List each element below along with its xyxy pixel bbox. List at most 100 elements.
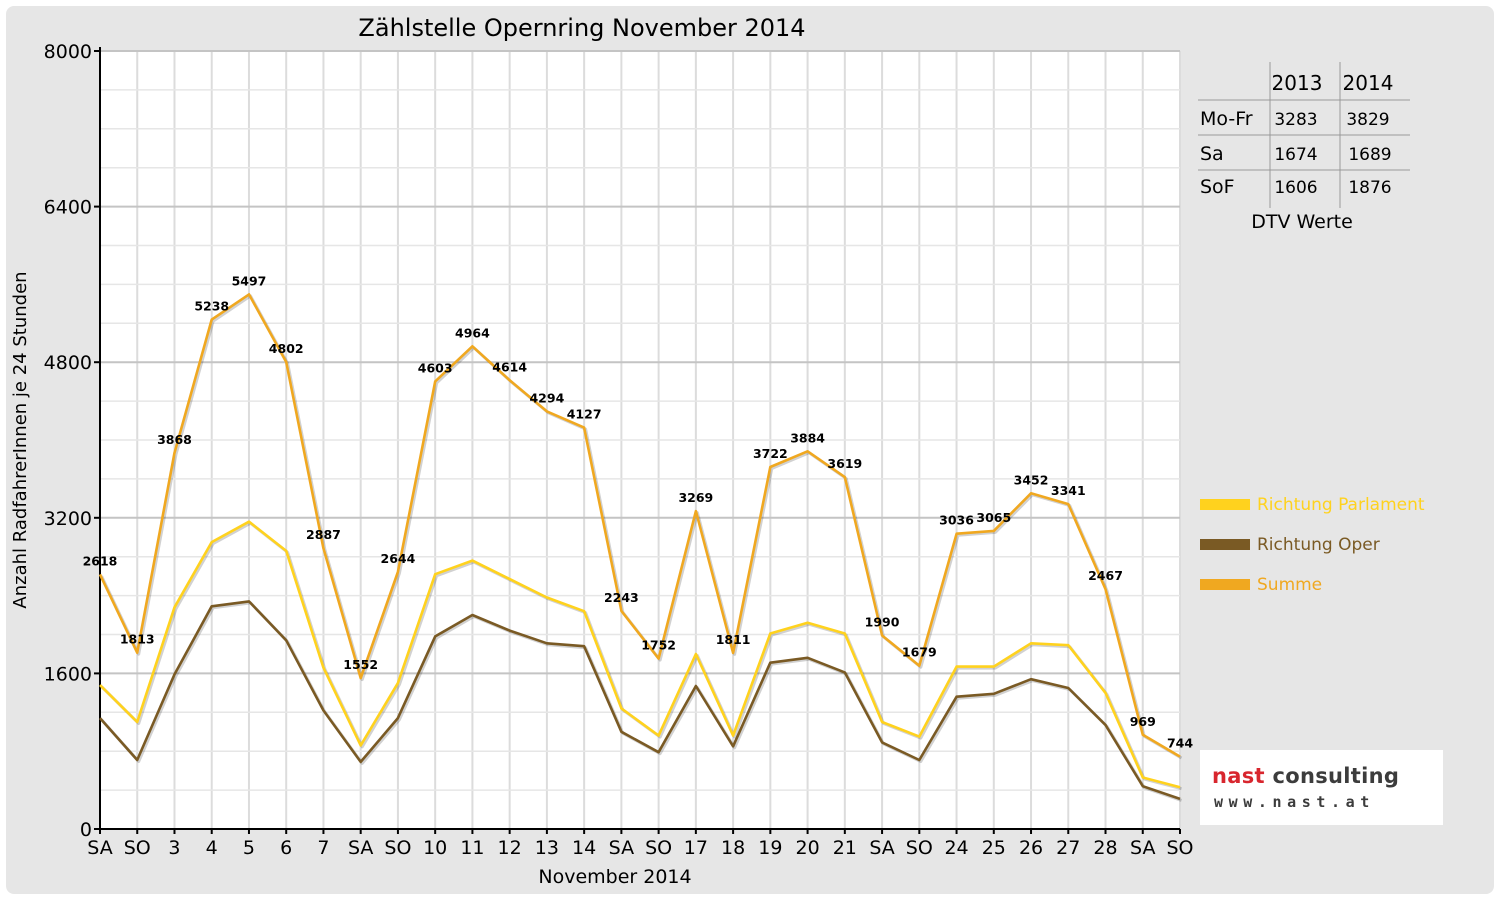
series-line-oper [99, 600, 1181, 801]
x-tick-label: 5 [243, 837, 255, 859]
legend-label-parlament: Richtung Parlament [1257, 495, 1425, 515]
table-header-2013: 2013 [1272, 71, 1323, 95]
x-tick-label: 14 [572, 837, 596, 859]
x-tick-label: 17 [684, 837, 708, 859]
data-label: 3065 [976, 510, 1011, 525]
x-tick-label: SO [645, 837, 672, 859]
x-tick-label: 10 [423, 837, 447, 859]
axes-layer [94, 47, 1181, 834]
data-label: 3036 [939, 513, 974, 528]
y-tick-label: 0 [80, 819, 92, 841]
y-tick-label: 6400 [44, 197, 92, 219]
x-tick-label: 25 [982, 837, 1006, 859]
y-tick-label: 4800 [44, 352, 92, 374]
data-label: 3452 [1014, 472, 1049, 487]
table-row-label: Sa [1200, 143, 1224, 165]
series-line-summe [98, 293, 1181, 758]
data-label: 4964 [455, 325, 490, 340]
y-tick-label: 1600 [44, 663, 92, 685]
x-tick-label: 24 [944, 837, 968, 859]
x-tick-label: SO [384, 837, 411, 859]
data-label: 969 [1130, 714, 1156, 729]
x-tick-label: SA [87, 837, 112, 859]
data-label: 5497 [232, 273, 267, 288]
data-label: 2644 [381, 551, 416, 566]
dtv-table: 2013 2014 Mo-Fr 3283 3829 Sa 1674 1689 S… [1198, 62, 1410, 233]
table-cell: 1876 [1348, 178, 1391, 198]
table-row-label: SoF [1200, 176, 1235, 198]
legend-swatch-summe [1200, 579, 1250, 590]
data-label: 4614 [492, 359, 527, 374]
x-tick-label: 13 [535, 837, 559, 859]
data-label: 2243 [604, 590, 639, 605]
x-tick-label: SA [869, 837, 894, 859]
table-row-label: Mo-Fr [1200, 108, 1253, 130]
x-tick-label: 11 [460, 837, 484, 859]
legend-label-summe: Summe [1257, 575, 1322, 595]
data-label: 3269 [678, 490, 713, 505]
x-tick-label: SO [1166, 837, 1193, 859]
legend: Richtung Parlament Richtung Oper Summe [1200, 495, 1425, 595]
table-header-2014: 2014 [1343, 71, 1394, 95]
x-tick-label: 28 [1093, 837, 1117, 859]
data-label: 2467 [1088, 568, 1123, 583]
x-tick-label: 19 [758, 837, 782, 859]
data-label: 3884 [790, 430, 825, 445]
data-label: 3341 [1051, 483, 1086, 498]
x-tick-label: SO [124, 837, 151, 859]
x-tick-label: 6 [280, 837, 292, 859]
company-logo: nast consulting www.nast.at [1200, 750, 1443, 825]
x-tick-label: 4 [206, 837, 218, 859]
data-label: 3868 [157, 432, 192, 447]
data-label: 4802 [269, 341, 304, 356]
logo-wordmark: nast consulting [1212, 764, 1399, 788]
data-label: 4127 [567, 407, 602, 422]
legend-swatch-parlament [1200, 499, 1250, 510]
table-caption: DTV Werte [1251, 211, 1353, 233]
data-label: 4294 [529, 390, 564, 405]
x-tick-label: 12 [498, 837, 522, 859]
x-tick-label: 21 [833, 837, 857, 859]
x-tick-label: SA [1130, 837, 1155, 859]
x-tick-label: SA [609, 837, 634, 859]
table-cell: 1674 [1274, 145, 1317, 165]
data-label: 4603 [418, 360, 453, 375]
legend-label-oper: Richtung Oper [1257, 535, 1380, 555]
x-tick-label: 7 [317, 837, 329, 859]
table-cell: 3829 [1346, 110, 1389, 130]
x-tick-label: 27 [1056, 837, 1080, 859]
x-tick-label: 26 [1019, 837, 1043, 859]
grid-layer [99, 50, 1181, 830]
x-tick-label: SO [906, 837, 933, 859]
table-cell: 1689 [1348, 145, 1391, 165]
chart-title: Zählstelle Opernring November 2014 [358, 14, 805, 42]
legend-swatch-oper [1200, 539, 1250, 550]
x-tick-label: SA [348, 837, 373, 859]
data-label: 1752 [641, 638, 676, 653]
ticks-layer: 0 1600 3200 4800 6400 8000 SA SO 3 4 5 6 7 SA SO 10 11 12… [44, 41, 1194, 859]
logo-name-part1: nast [1212, 764, 1265, 788]
series-line-parlament [99, 520, 1181, 789]
data-label: 1552 [343, 657, 378, 672]
x-tick-label: 20 [795, 837, 819, 859]
x-axis-label: November 2014 [538, 866, 691, 888]
data-label: 3722 [753, 446, 788, 461]
data-label: 1813 [120, 632, 155, 647]
data-label: 744 [1167, 736, 1193, 751]
data-label: 2887 [306, 527, 341, 542]
y-tick-label: 8000 [44, 41, 92, 63]
data-label: 2618 [83, 553, 118, 568]
y-axis-label: Anzahl RadfahrerInnen je 24 Stunden [10, 271, 31, 608]
data-label: 3619 [827, 456, 862, 471]
x-tick-label: 3 [168, 837, 180, 859]
data-label: 1679 [902, 645, 937, 660]
y-tick-label: 3200 [44, 508, 92, 530]
x-tick-label: 18 [721, 837, 745, 859]
table-cell: 1606 [1274, 178, 1317, 198]
data-label: 1811 [716, 632, 751, 647]
logo-name-part2: consulting [1264, 764, 1400, 788]
logo-url: www.nast.at [1214, 793, 1375, 811]
data-label: 5238 [194, 299, 229, 314]
